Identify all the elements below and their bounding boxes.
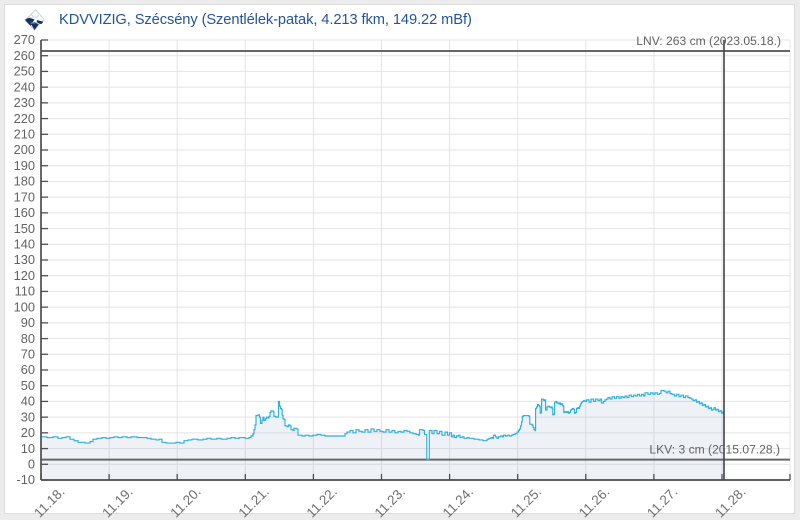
svg-text:20: 20: [21, 425, 35, 440]
svg-text:70: 70: [21, 346, 35, 361]
svg-text:0: 0: [28, 456, 35, 471]
svg-text:11.26.: 11.26.: [576, 484, 612, 520]
svg-text:11.19.: 11.19.: [99, 484, 135, 520]
svg-text:10: 10: [21, 441, 35, 456]
svg-text:210: 210: [14, 126, 35, 141]
svg-text:11.18.: 11.18.: [31, 484, 67, 520]
svg-text:11.20.: 11.20.: [167, 484, 203, 520]
svg-text:11.21.: 11.21.: [235, 484, 271, 520]
svg-text:-10: -10: [17, 472, 36, 487]
svg-text:120: 120: [14, 268, 35, 283]
svg-text:190: 190: [14, 158, 35, 173]
svg-text:110: 110: [15, 284, 35, 299]
svg-text:150: 150: [14, 221, 35, 236]
svg-text:260: 260: [14, 48, 35, 63]
svg-text:270: 270: [14, 32, 35, 47]
svg-text:11.22.: 11.22.: [304, 484, 340, 520]
svg-text:11.25.: 11.25.: [508, 484, 544, 520]
svg-text:240: 240: [14, 79, 35, 94]
svg-text:60: 60: [21, 362, 35, 377]
svg-text:80: 80: [21, 331, 35, 346]
svg-text:11.28.: 11.28.: [712, 484, 748, 520]
svg-text:11.24.: 11.24.: [440, 484, 476, 520]
svg-text:220: 220: [14, 111, 35, 126]
svg-text:50: 50: [21, 378, 35, 393]
svg-text:LNV: 263 cm (2023.05.18.): LNV: 263 cm (2023.05.18.): [636, 34, 781, 48]
svg-text:LKV: 3 cm (2015.07.28.): LKV: 3 cm (2015.07.28.): [649, 443, 780, 457]
svg-text:230: 230: [14, 95, 35, 110]
svg-text:100: 100: [14, 299, 35, 314]
svg-text:11.27.: 11.27.: [644, 484, 680, 520]
svg-text:160: 160: [14, 205, 35, 220]
svg-text:200: 200: [14, 142, 35, 157]
svg-text:90: 90: [21, 315, 35, 330]
svg-text:130: 130: [14, 252, 35, 267]
svg-text:30: 30: [21, 409, 35, 424]
svg-text:250: 250: [14, 64, 35, 79]
svg-text:180: 180: [14, 174, 35, 189]
svg-text:11.23.: 11.23.: [372, 484, 408, 520]
svg-text:170: 170: [14, 189, 35, 204]
svg-text:140: 140: [14, 236, 35, 251]
svg-text:40: 40: [21, 394, 35, 409]
